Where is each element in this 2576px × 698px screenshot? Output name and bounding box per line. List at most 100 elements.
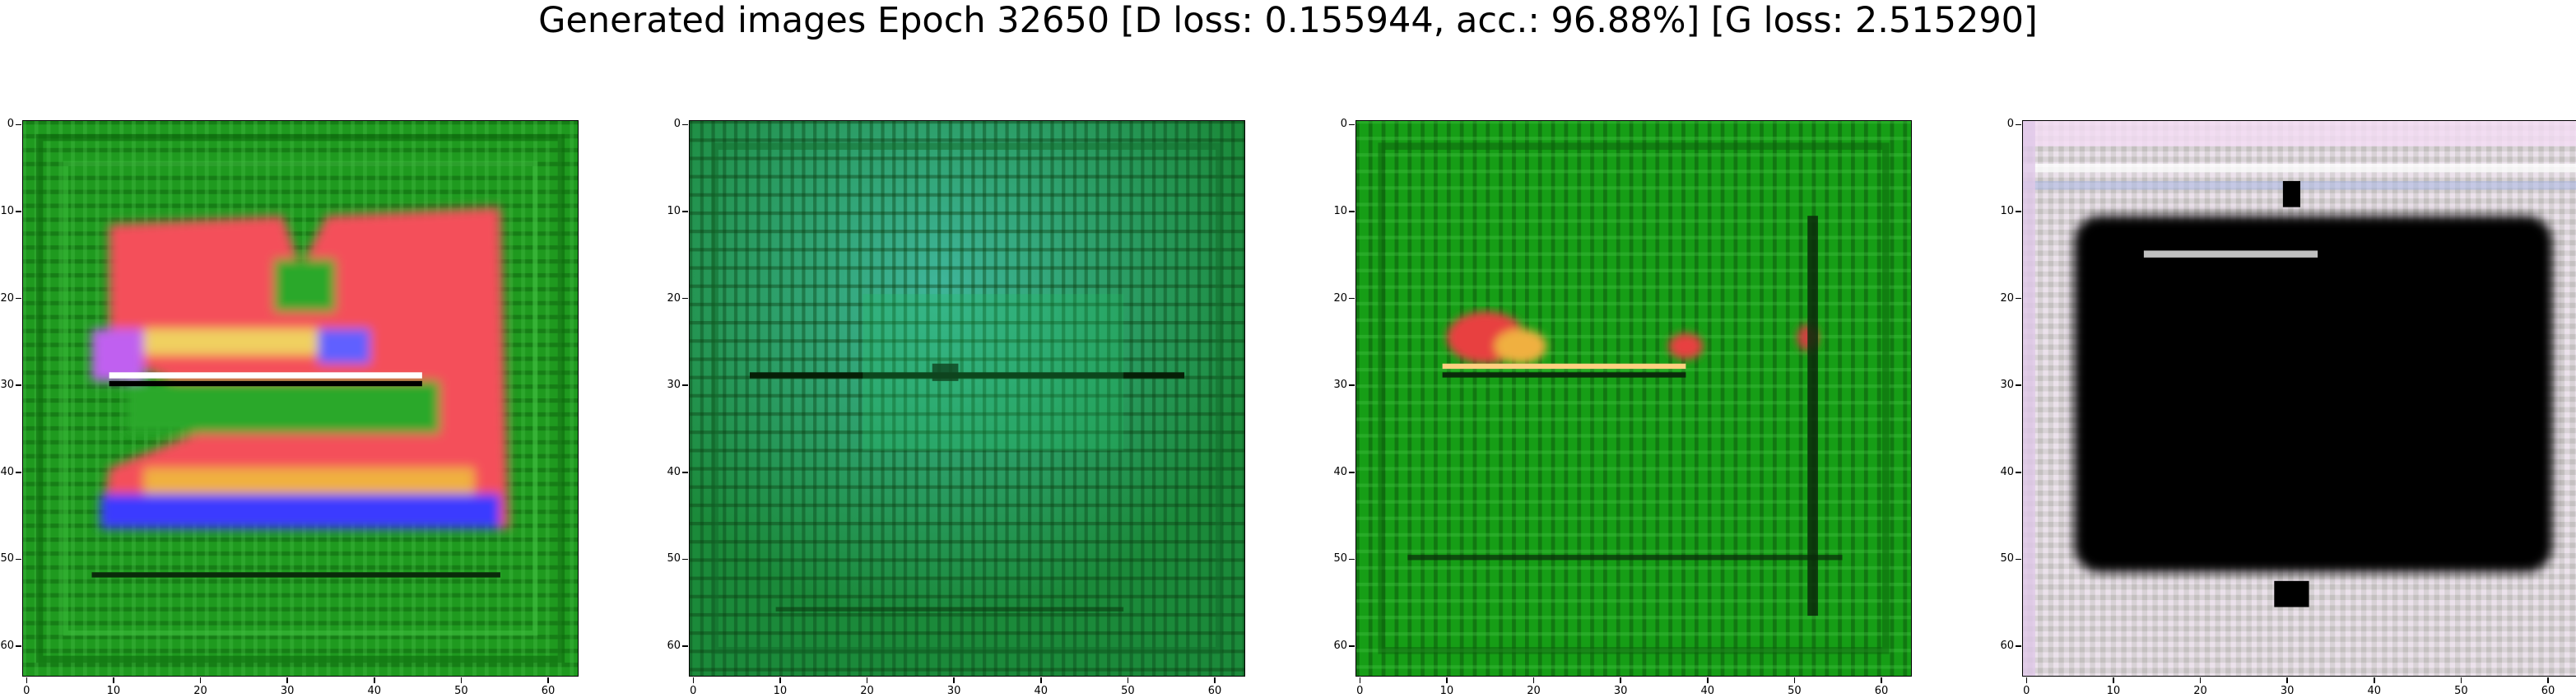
y-tick-mark xyxy=(16,123,21,126)
x-tick-label: 30 xyxy=(280,685,295,697)
y-tick-mark xyxy=(2016,558,2021,561)
x-tick-mark xyxy=(2113,677,2114,683)
y-tick-label: 0 xyxy=(1340,118,1347,131)
x-tick-mark xyxy=(286,677,288,683)
y-tick-label: 20 xyxy=(2000,291,2014,305)
x-tick-mark xyxy=(2025,677,2028,683)
x-tick-mark xyxy=(26,677,28,683)
x-tick-mark xyxy=(2374,677,2375,683)
y-tick-label: 40 xyxy=(0,465,14,478)
y-tick-label: 50 xyxy=(2000,552,2014,565)
generated-image-2 xyxy=(689,120,1245,677)
x-tick-label: 30 xyxy=(1613,685,1628,697)
x-tick-label: 10 xyxy=(1439,685,1454,697)
y-tick-label: 20 xyxy=(0,291,14,305)
x-tick-label: 20 xyxy=(193,685,207,697)
y-tick-mark xyxy=(2016,211,2021,212)
x-tick-label: 30 xyxy=(2280,685,2295,697)
x-tick-label: 0 xyxy=(2023,685,2030,697)
x-tick-label: 0 xyxy=(690,685,697,697)
y-tick-mark xyxy=(1349,211,1355,212)
y-tick-label: 60 xyxy=(667,640,681,653)
y-tick-mark xyxy=(1349,384,1355,386)
x-tick-label: 40 xyxy=(1700,685,1715,697)
x-tick-mark xyxy=(2460,677,2462,683)
x-tick-mark xyxy=(547,677,549,683)
x-tick-mark xyxy=(374,677,375,683)
image-panel-2: 0 0 10 10 20 20 30 30 40 40 50 50 60 60 xyxy=(667,118,1245,697)
x-tick-label: 0 xyxy=(23,685,30,697)
y-tick-label: 40 xyxy=(2000,465,2014,478)
x-tick-label: 60 xyxy=(541,685,556,697)
y-tick-mark xyxy=(682,123,688,126)
x-tick-mark xyxy=(1620,677,1621,683)
x-tick-label: 20 xyxy=(2193,685,2207,697)
x-tick-mark xyxy=(460,677,463,683)
y-tick-label: 30 xyxy=(0,379,14,392)
y-tick-mark xyxy=(682,472,688,473)
x-tick-mark xyxy=(2286,677,2288,683)
x-tick-label: 20 xyxy=(1527,685,1541,697)
figure-title: Generated images Epoch 32650 [D loss: 0.… xyxy=(538,0,2038,41)
y-tick-label: 0 xyxy=(673,118,681,131)
y-tick-label: 0 xyxy=(2006,118,2014,131)
x-tick-label: 50 xyxy=(1788,685,1802,697)
image-panel-4: 0 0 10 10 20 20 30 30 40 40 50 50 60 60 xyxy=(2000,118,2576,697)
y-tick-mark xyxy=(1349,472,1355,473)
x-tick-mark xyxy=(1214,677,1216,683)
y-tick-label: 20 xyxy=(1333,291,1347,305)
y-tick-mark xyxy=(16,558,21,561)
y-tick-label: 40 xyxy=(1333,465,1347,478)
x-tick-mark xyxy=(1040,677,1042,683)
y-tick-mark xyxy=(1349,558,1355,561)
x-tick-mark xyxy=(953,677,955,683)
x-tick-mark xyxy=(779,677,781,683)
y-tick-mark xyxy=(1349,123,1355,126)
y-tick-mark xyxy=(16,297,21,300)
y-tick-mark xyxy=(16,211,21,212)
y-tick-label: 20 xyxy=(667,291,681,305)
x-tick-mark xyxy=(1359,677,1361,683)
y-tick-label: 50 xyxy=(0,552,14,565)
x-tick-label: 40 xyxy=(1034,685,1049,697)
x-tick-mark xyxy=(199,677,202,683)
y-tick-label: 10 xyxy=(2000,204,2014,217)
y-tick-mark xyxy=(2016,297,2021,300)
y-tick-mark xyxy=(682,384,688,386)
y-tick-mark xyxy=(1349,645,1355,647)
y-tick-label: 30 xyxy=(2000,379,2014,392)
y-tick-mark xyxy=(16,384,21,386)
y-tick-label: 60 xyxy=(2000,640,2014,653)
x-tick-mark xyxy=(113,677,114,683)
image-panel-1: 0 0 10 10 20 20 30 30 40 40 50 50 60 60 xyxy=(0,118,579,697)
x-tick-label: 40 xyxy=(367,685,382,697)
y-tick-mark xyxy=(2016,123,2021,126)
generated-image-3 xyxy=(1355,120,1912,677)
y-tick-mark xyxy=(682,558,688,561)
x-tick-mark xyxy=(692,677,695,683)
x-tick-mark xyxy=(866,677,868,683)
x-tick-label: 50 xyxy=(1121,685,1135,697)
y-tick-mark xyxy=(2016,384,2021,386)
y-tick-mark xyxy=(682,645,688,647)
x-tick-label: 50 xyxy=(454,685,468,697)
y-tick-label: 10 xyxy=(667,204,681,217)
y-tick-mark xyxy=(16,472,21,473)
y-tick-label: 10 xyxy=(0,204,14,217)
x-tick-label: 0 xyxy=(1356,685,1364,697)
x-tick-label: 30 xyxy=(946,685,961,697)
y-tick-label: 40 xyxy=(667,465,681,478)
x-tick-mark xyxy=(2547,677,2549,683)
y-tick-mark xyxy=(16,645,21,647)
x-tick-mark xyxy=(1446,677,1448,683)
y-tick-label: 50 xyxy=(1333,552,1347,565)
y-tick-label: 30 xyxy=(667,379,681,392)
image-panel-3: 0 0 10 10 20 20 30 30 40 40 50 50 60 60 xyxy=(1333,118,1912,697)
y-tick-label: 10 xyxy=(1333,204,1347,217)
x-tick-mark xyxy=(1127,677,1129,683)
x-tick-label: 10 xyxy=(773,685,788,697)
x-tick-label: 60 xyxy=(1874,685,1889,697)
x-tick-mark xyxy=(1532,677,1535,683)
y-tick-label: 60 xyxy=(0,640,14,653)
y-tick-mark xyxy=(2016,645,2021,647)
